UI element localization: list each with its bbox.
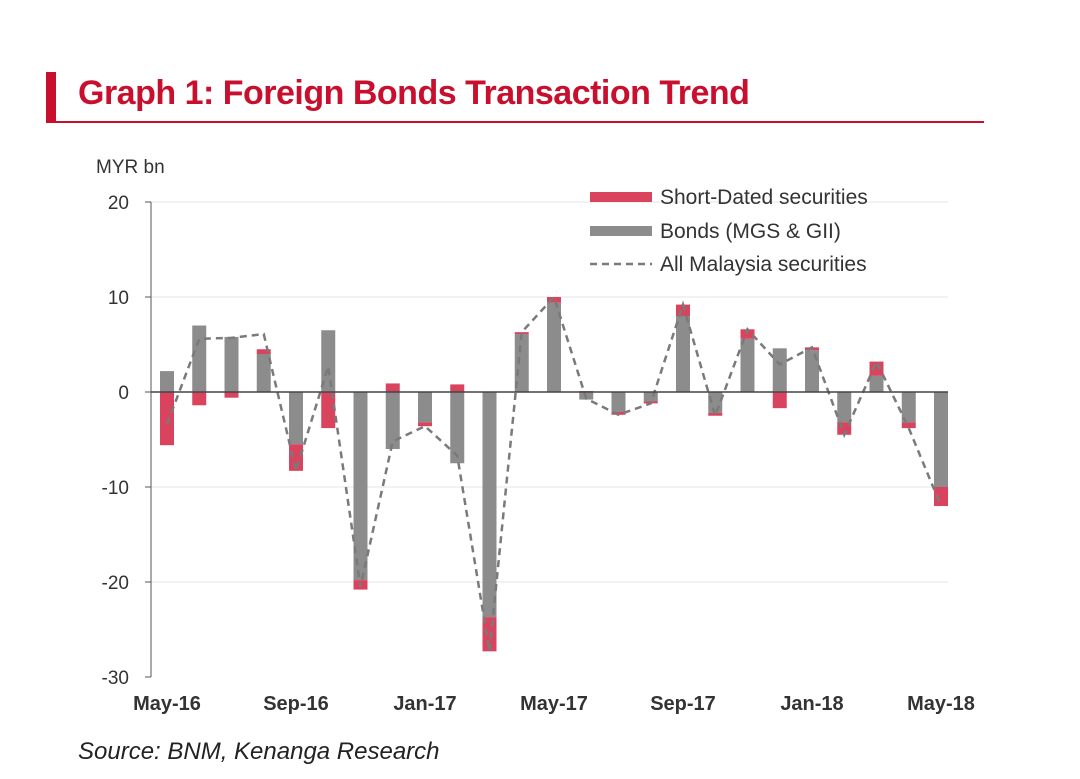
bonds-bar — [353, 392, 368, 581]
x-tick-label: Sep-16 — [263, 693, 329, 715]
bonds-bar — [256, 354, 271, 392]
short-dated-bar — [611, 411, 626, 415]
short-dated-bar — [224, 392, 239, 398]
short-dated-bar — [256, 349, 271, 354]
short-dated-bar — [160, 392, 174, 446]
y-tick-label: 10 — [108, 288, 129, 309]
bonds-bar — [643, 392, 658, 402]
short-dated-bar — [708, 412, 723, 416]
legend-label: All Malaysia securities — [660, 253, 867, 276]
short-dated-bar — [676, 304, 690, 316]
y-tick-label: -10 — [102, 478, 129, 499]
y-tick-label: 20 — [108, 193, 129, 214]
bonds-bar — [482, 392, 497, 618]
source-note: Source: BNM, Kenanga Research — [78, 738, 440, 765]
bonds-bar — [805, 350, 819, 392]
y-unit-label: MYR bn — [96, 157, 165, 178]
legend-label: Short-Dated securities — [660, 186, 868, 209]
short-dated-bar — [321, 392, 336, 429]
bonds-bar — [547, 302, 561, 392]
bonds-bar — [837, 392, 852, 423]
title-underline — [46, 121, 984, 123]
x-tick-label: May-18 — [907, 693, 975, 715]
bonds-bar — [160, 371, 174, 392]
bonds-bar — [192, 325, 207, 392]
bonds-bar — [934, 392, 948, 487]
bonds-bar — [450, 392, 465, 464]
y-tick-label: -30 — [102, 668, 129, 689]
bonds-bar — [740, 338, 755, 392]
short-dated-bar — [740, 329, 755, 339]
bonds-bar — [418, 392, 432, 423]
short-dated-bar — [385, 383, 400, 392]
x-tick-label: Jan-17 — [393, 693, 456, 715]
bonds-bar — [224, 336, 239, 392]
short-dated-bar — [418, 422, 432, 427]
title-accent-bar — [46, 72, 56, 122]
bonds-bar — [321, 330, 336, 392]
short-dated-bar — [772, 392, 787, 409]
bonds-bar — [611, 392, 626, 412]
short-dated-bar — [901, 422, 916, 429]
short-dated-bar — [514, 332, 529, 335]
all-securities-line — [165, 294, 943, 652]
bonds-bar — [514, 334, 529, 392]
bonds-bar — [772, 348, 787, 392]
legend-swatch-bonds — [590, 226, 652, 236]
y-tick-label: -20 — [102, 573, 129, 594]
short-dated-bar — [869, 361, 884, 376]
bonds-bar — [901, 392, 916, 423]
legend-swatch-short-dated — [590, 192, 652, 202]
bonds-bar — [289, 392, 303, 445]
bonds-bar — [676, 316, 690, 392]
x-tick-label: May-17 — [520, 693, 588, 715]
y-tick-label: 0 — [118, 383, 129, 404]
x-tick-label: Sep-17 — [650, 693, 716, 715]
short-dated-bar — [450, 384, 465, 392]
x-tick-label: Jan-18 — [780, 693, 843, 715]
x-tick-label: May-16 — [133, 693, 201, 715]
chart-title: Graph 1: Foreign Bonds Transaction Trend — [78, 74, 750, 112]
short-dated-bar — [934, 487, 948, 506]
bonds-bar — [385, 392, 400, 449]
short-dated-bar — [547, 297, 561, 303]
short-dated-bar — [192, 392, 207, 406]
bonds-bar — [869, 375, 884, 392]
legend-label: Bonds (MGS & GII) — [660, 220, 841, 243]
